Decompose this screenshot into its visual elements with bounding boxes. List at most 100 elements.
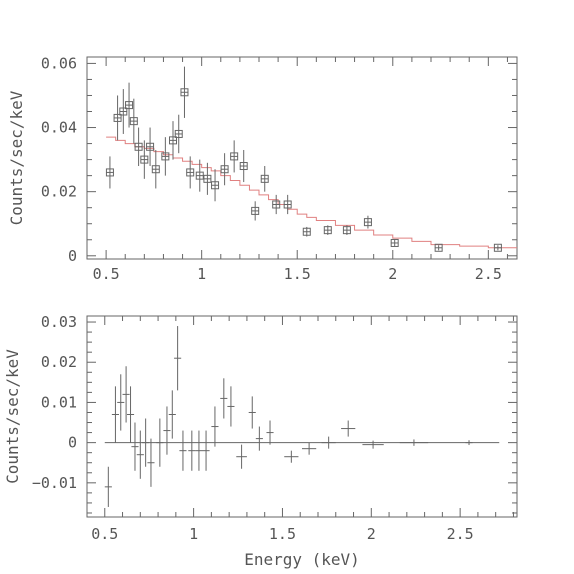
square-marker — [272, 200, 281, 209]
square-marker — [211, 181, 220, 190]
square-marker — [174, 129, 183, 138]
square-marker — [220, 165, 229, 174]
square-marker — [151, 165, 160, 174]
data-point — [493, 243, 502, 252]
data-point — [341, 420, 356, 437]
x-tick-label: 0.5 — [93, 265, 120, 283]
data-point — [169, 121, 177, 160]
square-marker — [129, 117, 138, 126]
data-point — [195, 159, 204, 192]
data-point — [236, 444, 247, 469]
data-point — [465, 440, 473, 446]
data-point — [434, 243, 443, 252]
y-axis-label: Counts/sec/keV — [7, 90, 26, 225]
data-point — [122, 366, 130, 423]
data-point — [168, 390, 176, 439]
data-point — [266, 420, 274, 445]
data-point — [321, 436, 336, 449]
data-point — [248, 396, 256, 429]
y-tick-label: 0.01 — [41, 393, 77, 411]
data-point — [260, 166, 269, 192]
x-tick-label: 2 — [367, 525, 376, 543]
data-point — [117, 374, 125, 431]
square-marker — [363, 218, 372, 227]
square-marker — [342, 226, 351, 235]
data-point — [323, 225, 332, 235]
data-point — [136, 430, 144, 479]
data-point — [211, 406, 219, 447]
square-marker — [230, 152, 239, 161]
x-tick-label: 2 — [388, 265, 397, 283]
y-tick-label: 0.03 — [41, 313, 77, 331]
data-point — [230, 140, 239, 173]
data-point — [220, 153, 229, 186]
data-point — [251, 201, 260, 221]
square-marker — [161, 152, 170, 161]
data-point — [203, 162, 212, 195]
x-tick-label: 2.5 — [475, 265, 502, 283]
data-point — [134, 127, 143, 167]
square-marker — [134, 142, 143, 151]
x-axis-label: Energy (keV) — [244, 550, 360, 569]
square-marker — [203, 174, 212, 183]
data-point — [156, 418, 164, 467]
data-point — [147, 438, 155, 487]
data-point — [113, 95, 122, 141]
square-marker — [186, 168, 195, 177]
square-marker — [119, 107, 128, 116]
residuals-panel: 0.5 1 1.5 2 2.5 −0.01 0 0.01 0.02 0.03 Counts/sec/… — [3, 313, 518, 569]
data-point — [302, 442, 317, 455]
square-marker — [493, 243, 502, 252]
square-marker — [180, 88, 189, 97]
x-tick-label: 1 — [197, 265, 206, 283]
data-point — [105, 156, 114, 189]
square-marker — [239, 162, 248, 171]
data-point — [342, 225, 351, 235]
data-point — [283, 194, 292, 215]
x-tick-label: 2.5 — [447, 525, 474, 543]
data-point — [188, 430, 196, 471]
square-marker — [140, 155, 149, 164]
y-tick-label: 0.02 — [41, 183, 77, 201]
data-point — [119, 89, 128, 134]
x-tick-label: 1 — [189, 525, 198, 543]
x-tick-label: 0.5 — [91, 525, 118, 543]
square-marker — [105, 168, 114, 177]
square-marker — [251, 206, 260, 215]
data-point — [272, 194, 281, 215]
model-curve — [106, 136, 517, 249]
y-tick-label: 0 — [68, 247, 77, 265]
data-point — [227, 386, 235, 427]
x-tick-label: 1.5 — [269, 525, 296, 543]
data-point — [174, 114, 183, 154]
data-point — [363, 215, 372, 229]
square-marker — [390, 238, 399, 247]
data-point — [151, 149, 160, 189]
data-point — [390, 238, 399, 247]
data-point — [146, 127, 155, 167]
data-point — [302, 226, 311, 237]
square-marker — [434, 243, 443, 252]
y-tick-label: 0.06 — [41, 54, 77, 72]
y-tick-label: −0.01 — [32, 474, 77, 492]
data-point — [186, 156, 195, 189]
data-point — [284, 450, 299, 463]
data-point — [161, 137, 170, 176]
data-point — [111, 386, 119, 443]
data-point — [195, 430, 203, 471]
data-point — [211, 169, 220, 202]
square-marker — [113, 113, 122, 122]
y-tick-label: 0 — [68, 434, 77, 452]
data-point — [255, 426, 263, 451]
data-point — [163, 406, 171, 455]
spectrum-panel: 0.5 1 1.5 2 2.5 0 0.02 0.04 0.06 Counts/sec/keV — [7, 54, 518, 283]
square-marker — [323, 226, 332, 235]
data-point — [362, 440, 384, 449]
square-marker — [195, 171, 204, 180]
data-point — [126, 386, 135, 443]
data-point — [220, 378, 228, 419]
data-point — [104, 466, 112, 507]
data-point — [125, 82, 134, 128]
data-point — [399, 439, 429, 446]
